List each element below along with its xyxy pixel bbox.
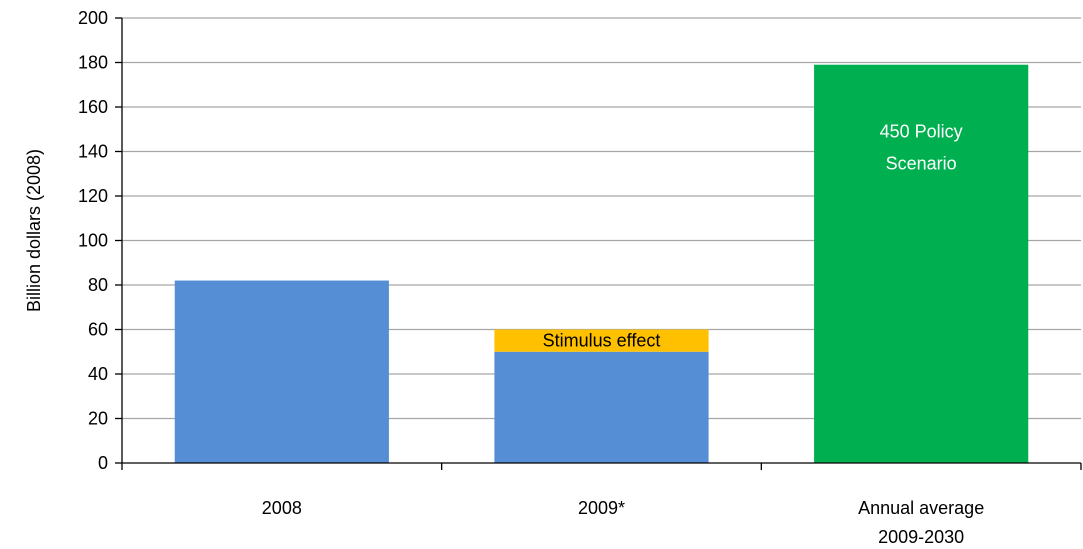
y-tick-label: 100: [78, 231, 108, 251]
bar-segment: [814, 64, 1029, 463]
y-tick-label: 20: [88, 409, 108, 429]
bar-segment: [494, 329, 709, 352]
bar-segment: [174, 280, 389, 463]
bar-data-label: Scenario: [886, 154, 957, 174]
y-tick-label: 60: [88, 320, 108, 340]
y-tick-label: 180: [78, 53, 108, 73]
y-tick-label: 0: [98, 453, 108, 473]
bar-data-label: Stimulus effect: [543, 331, 661, 351]
y-tick-label: 80: [88, 275, 108, 295]
x-tick-label: 2009-2030: [878, 527, 964, 547]
y-tick-label: 200: [78, 8, 108, 28]
y-tick-label: 40: [88, 364, 108, 384]
axes: [115, 17, 1082, 470]
y-tick-label: 160: [78, 97, 108, 117]
y-tick-label: 120: [78, 186, 108, 206]
x-tick-label: Annual average: [858, 498, 984, 518]
y-axis-title: Billion dollars (2008): [24, 149, 44, 312]
bar-data-label: 450 Policy: [880, 122, 963, 142]
bar-segment: [494, 351, 709, 463]
labels: 0 20 40 60 80 100 120 140 160 180 200 2008 Stimulus …: [24, 8, 984, 547]
y-tick-label: 140: [78, 142, 108, 162]
bars: [174, 64, 1029, 463]
x-tick-label: 2008: [262, 498, 302, 518]
x-tick-label: 2009*: [578, 498, 625, 518]
